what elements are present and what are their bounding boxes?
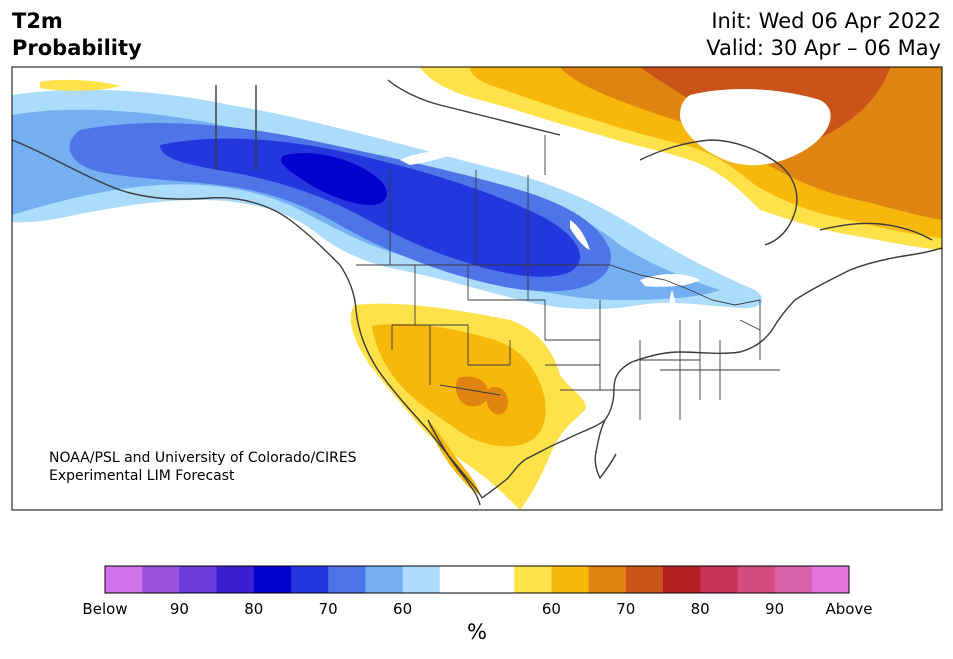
colorbar-frame: [104, 565, 850, 594]
colorbar-swatch: [253, 566, 292, 593]
colorbar-swatch: [291, 566, 329, 593]
blue-80-band: [280, 153, 387, 205]
credit: NOAA/PSL and University of Colorado/CIRE…: [49, 449, 357, 485]
colorbar-swatch: [439, 566, 478, 593]
colorbar-swatch: [216, 566, 255, 593]
colorbar-tick-label: 90: [765, 600, 785, 618]
forecast-dates: Init: Wed 06 Apr 2022 Valid: 30 Apr – 06…: [706, 8, 941, 62]
colorbar-tick-label: Below: [82, 600, 128, 618]
title-line-1: T2m: [12, 9, 63, 33]
colorbar-swatch: [551, 566, 590, 593]
init-date: Init: Wed 06 Apr 2022: [711, 9, 941, 33]
lake-michigan: [669, 290, 676, 325]
colorbar-swatch: [588, 566, 627, 593]
coastlines: [12, 79, 942, 506]
colorbar-tick-label: 60: [541, 600, 561, 618]
colorbar-swatch: [365, 566, 404, 593]
colorbar-unit: %: [467, 620, 487, 644]
orange-70-band-southwest: [455, 376, 508, 415]
orange-65-band-baja: [428, 420, 480, 495]
colorbar-swatch: [105, 566, 143, 593]
title-line-2: Probability: [12, 36, 142, 60]
colorbar: [104, 565, 850, 594]
colorbar-swatch: [179, 566, 218, 593]
colorbar-swatch: [625, 566, 664, 593]
lake-superior: [640, 274, 700, 287]
colorbar-tick-label: 70: [616, 600, 636, 618]
colorbar-swatch: [737, 566, 776, 593]
colorbar-swatch: [514, 566, 552, 593]
probability-map: [12, 67, 942, 510]
lake-winnipeg: [570, 220, 590, 250]
colorbar-tick-label: 80: [244, 600, 264, 618]
political-borders: [356, 135, 780, 420]
colorbar-tick-label: 80: [690, 600, 710, 618]
colorbar-swatch: [142, 566, 180, 593]
great-slave-lake: [400, 148, 470, 165]
colorbar-swatch: [700, 566, 738, 593]
blue-75-band: [160, 138, 581, 277]
colorbar-swatch: [477, 566, 515, 593]
credit-line-2: Experimental LIM Forecast: [49, 468, 235, 484]
map-frame: [11, 66, 943, 511]
colorbar-tick-label: 60: [393, 600, 413, 618]
credit-line-1: NOAA/PSL and University of Colorado/CIRE…: [49, 450, 357, 466]
colorbar-swatch: [811, 566, 850, 593]
colorbar-swatch: [402, 566, 441, 593]
colorbar-swatch: [663, 566, 701, 593]
hudson-bay: [680, 88, 831, 166]
colorbar-tick-label: 70: [318, 600, 338, 618]
valid-range: Valid: 30 Apr – 06 May: [706, 36, 941, 60]
colorbar-tick-label: 90: [169, 600, 189, 618]
colorbar-swatch: [328, 566, 366, 593]
map-title: T2m Probability: [12, 8, 142, 62]
colorbar-swatch: [774, 566, 813, 593]
colorbar-tick-label: Above: [825, 600, 873, 618]
